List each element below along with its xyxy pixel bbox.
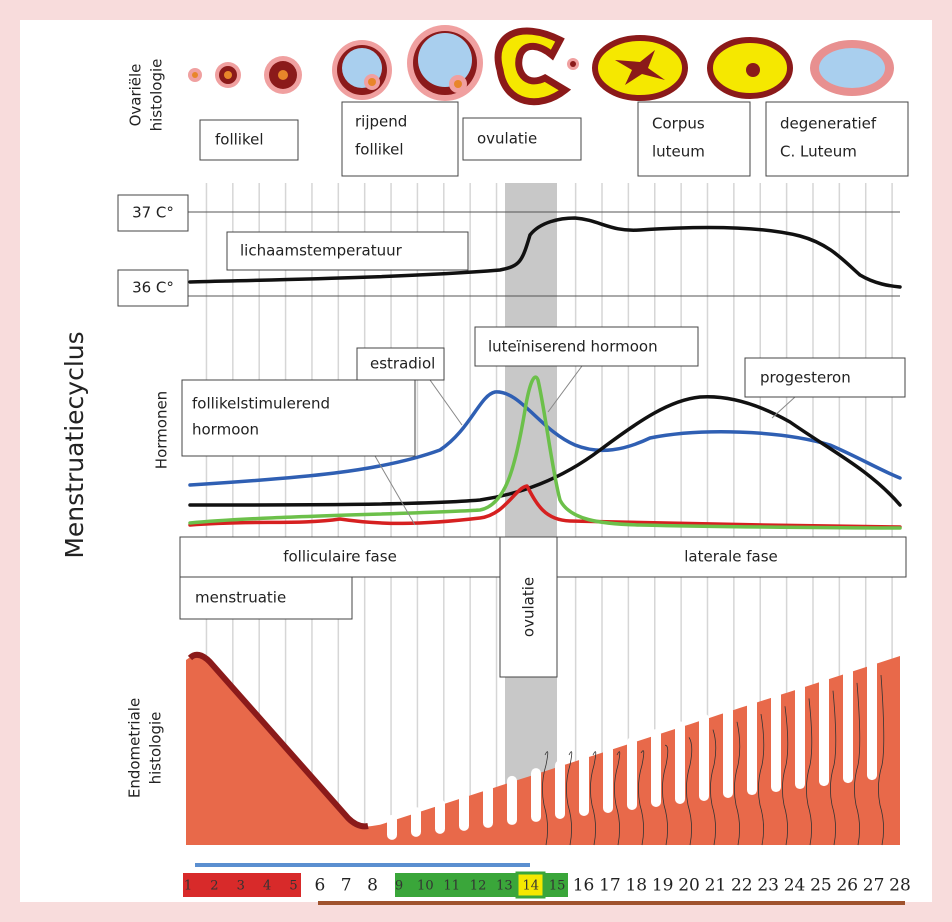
day-label: 5: [289, 879, 297, 894]
day-label: 16: [573, 876, 595, 896]
temp-low: 36 C°: [132, 279, 174, 297]
stage-label: follikel: [215, 131, 264, 149]
label-box: [182, 380, 415, 456]
day-label: 7: [341, 876, 352, 896]
estradiol-label: estradiol: [370, 355, 435, 373]
gland: [819, 675, 829, 786]
stage-label: Corpus: [652, 115, 705, 133]
day-label: 14: [523, 879, 540, 894]
stage-label: luteum: [652, 143, 705, 161]
day-label: 10: [417, 879, 434, 894]
day-label: 23: [757, 876, 779, 896]
gland: [483, 784, 493, 828]
ovary-axis-label: histologie: [148, 59, 166, 132]
lh-label: luteïniserend hormoon: [488, 338, 658, 356]
day-label: 12: [470, 879, 487, 894]
day-label: 24: [784, 876, 806, 896]
day-label: 25: [810, 876, 832, 896]
temp-high: 37 C°: [132, 204, 174, 222]
day-label: 4: [263, 879, 271, 894]
gland: [867, 659, 877, 780]
gland: [507, 776, 517, 825]
stage-label: rijpend: [355, 113, 407, 131]
gland: [723, 706, 733, 798]
endometrium-axis-label: histologie: [147, 712, 165, 785]
phase-label: menstruatie: [195, 589, 286, 607]
hormones-axis-label: Hormonen: [153, 391, 171, 469]
endometrium-axis-label: Endometriale: [126, 698, 144, 798]
progesterone-label: progesteron: [760, 369, 851, 387]
page: 37 C° 36 C° lichaamstemperatuur estradio…: [0, 0, 952, 922]
day-label: 18: [625, 876, 647, 896]
day-label: 1: [184, 879, 192, 894]
day-label: 26: [836, 876, 858, 896]
gland: [531, 768, 541, 822]
gland: [747, 698, 757, 795]
stage-box: [638, 102, 750, 176]
gland: [603, 745, 613, 813]
gland: [843, 667, 853, 783]
temp-label: lichaamstemperatuur: [240, 242, 403, 260]
day-label: 8: [367, 876, 378, 896]
gland: [675, 721, 685, 804]
day-label: 20: [678, 876, 700, 896]
day-label: 11: [443, 879, 460, 894]
day-label: 6: [314, 876, 325, 896]
day-label: 21: [705, 876, 727, 896]
fsh-label: follikelstimulerend: [192, 395, 330, 413]
ovary-axis-label: Ovariële: [127, 64, 145, 127]
day-label: 2: [210, 879, 218, 894]
gland: [387, 815, 397, 840]
gland: [651, 729, 661, 807]
day-label: 3: [237, 879, 245, 894]
day-label: 22: [731, 876, 753, 896]
gland: [771, 690, 781, 792]
stage-label: degeneratief: [780, 115, 877, 133]
stage-label: follikel: [355, 141, 404, 159]
day-label: 9: [395, 879, 403, 894]
gland: [627, 737, 637, 810]
fsh-label: hormoon: [192, 421, 259, 439]
day-label: 28: [889, 876, 911, 896]
gland: [555, 760, 565, 819]
gland: [699, 714, 709, 801]
day-label: 17: [599, 876, 621, 896]
gland: [795, 682, 805, 789]
stage-label: ovulatie: [477, 130, 537, 148]
stage-box: [766, 102, 908, 176]
gland: [435, 799, 445, 834]
phase-label: laterale fase: [684, 548, 778, 566]
gland: [579, 753, 589, 816]
title: Menstruatiecyclus: [60, 331, 89, 558]
phase-label: folliculaire fase: [283, 548, 397, 566]
gland: [411, 807, 421, 837]
day-label: 15: [549, 879, 566, 894]
stage-label: C. Luteum: [780, 143, 857, 161]
day-label: 19: [652, 876, 674, 896]
phase-label: ovulatie: [520, 577, 538, 637]
gland: [459, 791, 469, 830]
day-label: 27: [863, 876, 885, 896]
day-label: 13: [496, 879, 513, 894]
